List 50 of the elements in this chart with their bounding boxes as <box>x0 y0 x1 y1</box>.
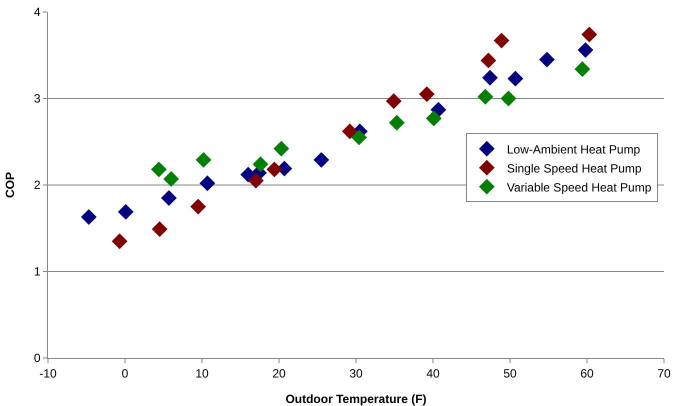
point <box>274 141 289 156</box>
point <box>151 162 167 178</box>
x-tick-label: 0 <box>122 366 129 380</box>
point <box>248 173 264 188</box>
y-tick-label: 3 <box>34 92 41 106</box>
legend-label: Single Speed Heat Pump <box>506 161 642 176</box>
x-tick-label: 30 <box>349 366 363 380</box>
point <box>196 152 212 168</box>
point <box>389 115 404 130</box>
point <box>342 124 358 140</box>
y-axis-title: COP <box>3 172 17 198</box>
y-tick-label: 2 <box>34 178 41 192</box>
point <box>351 130 367 146</box>
x-tick-label: 70 <box>657 366 671 380</box>
point <box>500 90 516 106</box>
point <box>118 204 134 220</box>
point <box>252 156 268 172</box>
point <box>494 32 510 48</box>
point <box>314 152 329 168</box>
x-tick-label: 50 <box>503 366 517 380</box>
point <box>582 26 597 42</box>
point <box>200 176 216 191</box>
point <box>578 42 594 58</box>
point <box>419 86 434 102</box>
x-tick-label: 40 <box>426 366 440 380</box>
legend-label: Low-Ambient Heat Pump <box>506 142 641 156</box>
point <box>386 93 402 109</box>
point <box>152 221 168 237</box>
x-axis-title: Outdoor Temperature (F) <box>285 392 427 406</box>
legend-label: Variable Speed Heat Pump <box>506 180 652 194</box>
x-tick-label: 20 <box>272 366 286 380</box>
x-tick-label: -10 <box>39 366 57 380</box>
y-tick-label: 1 <box>34 264 41 279</box>
point <box>539 52 555 68</box>
x-tick-label: 60 <box>580 366 594 380</box>
point <box>478 89 494 104</box>
point <box>164 171 179 187</box>
point <box>508 70 524 86</box>
point <box>574 61 590 77</box>
point <box>426 110 442 126</box>
point <box>112 234 128 249</box>
point <box>482 70 498 86</box>
point <box>161 190 177 206</box>
point <box>81 209 96 225</box>
point <box>480 52 496 68</box>
point <box>190 198 206 214</box>
y-tick-label: 4 <box>34 5 41 20</box>
x-tick-label: 10 <box>195 366 209 380</box>
point <box>266 162 282 178</box>
y-tick-label: 0 <box>34 351 41 366</box>
